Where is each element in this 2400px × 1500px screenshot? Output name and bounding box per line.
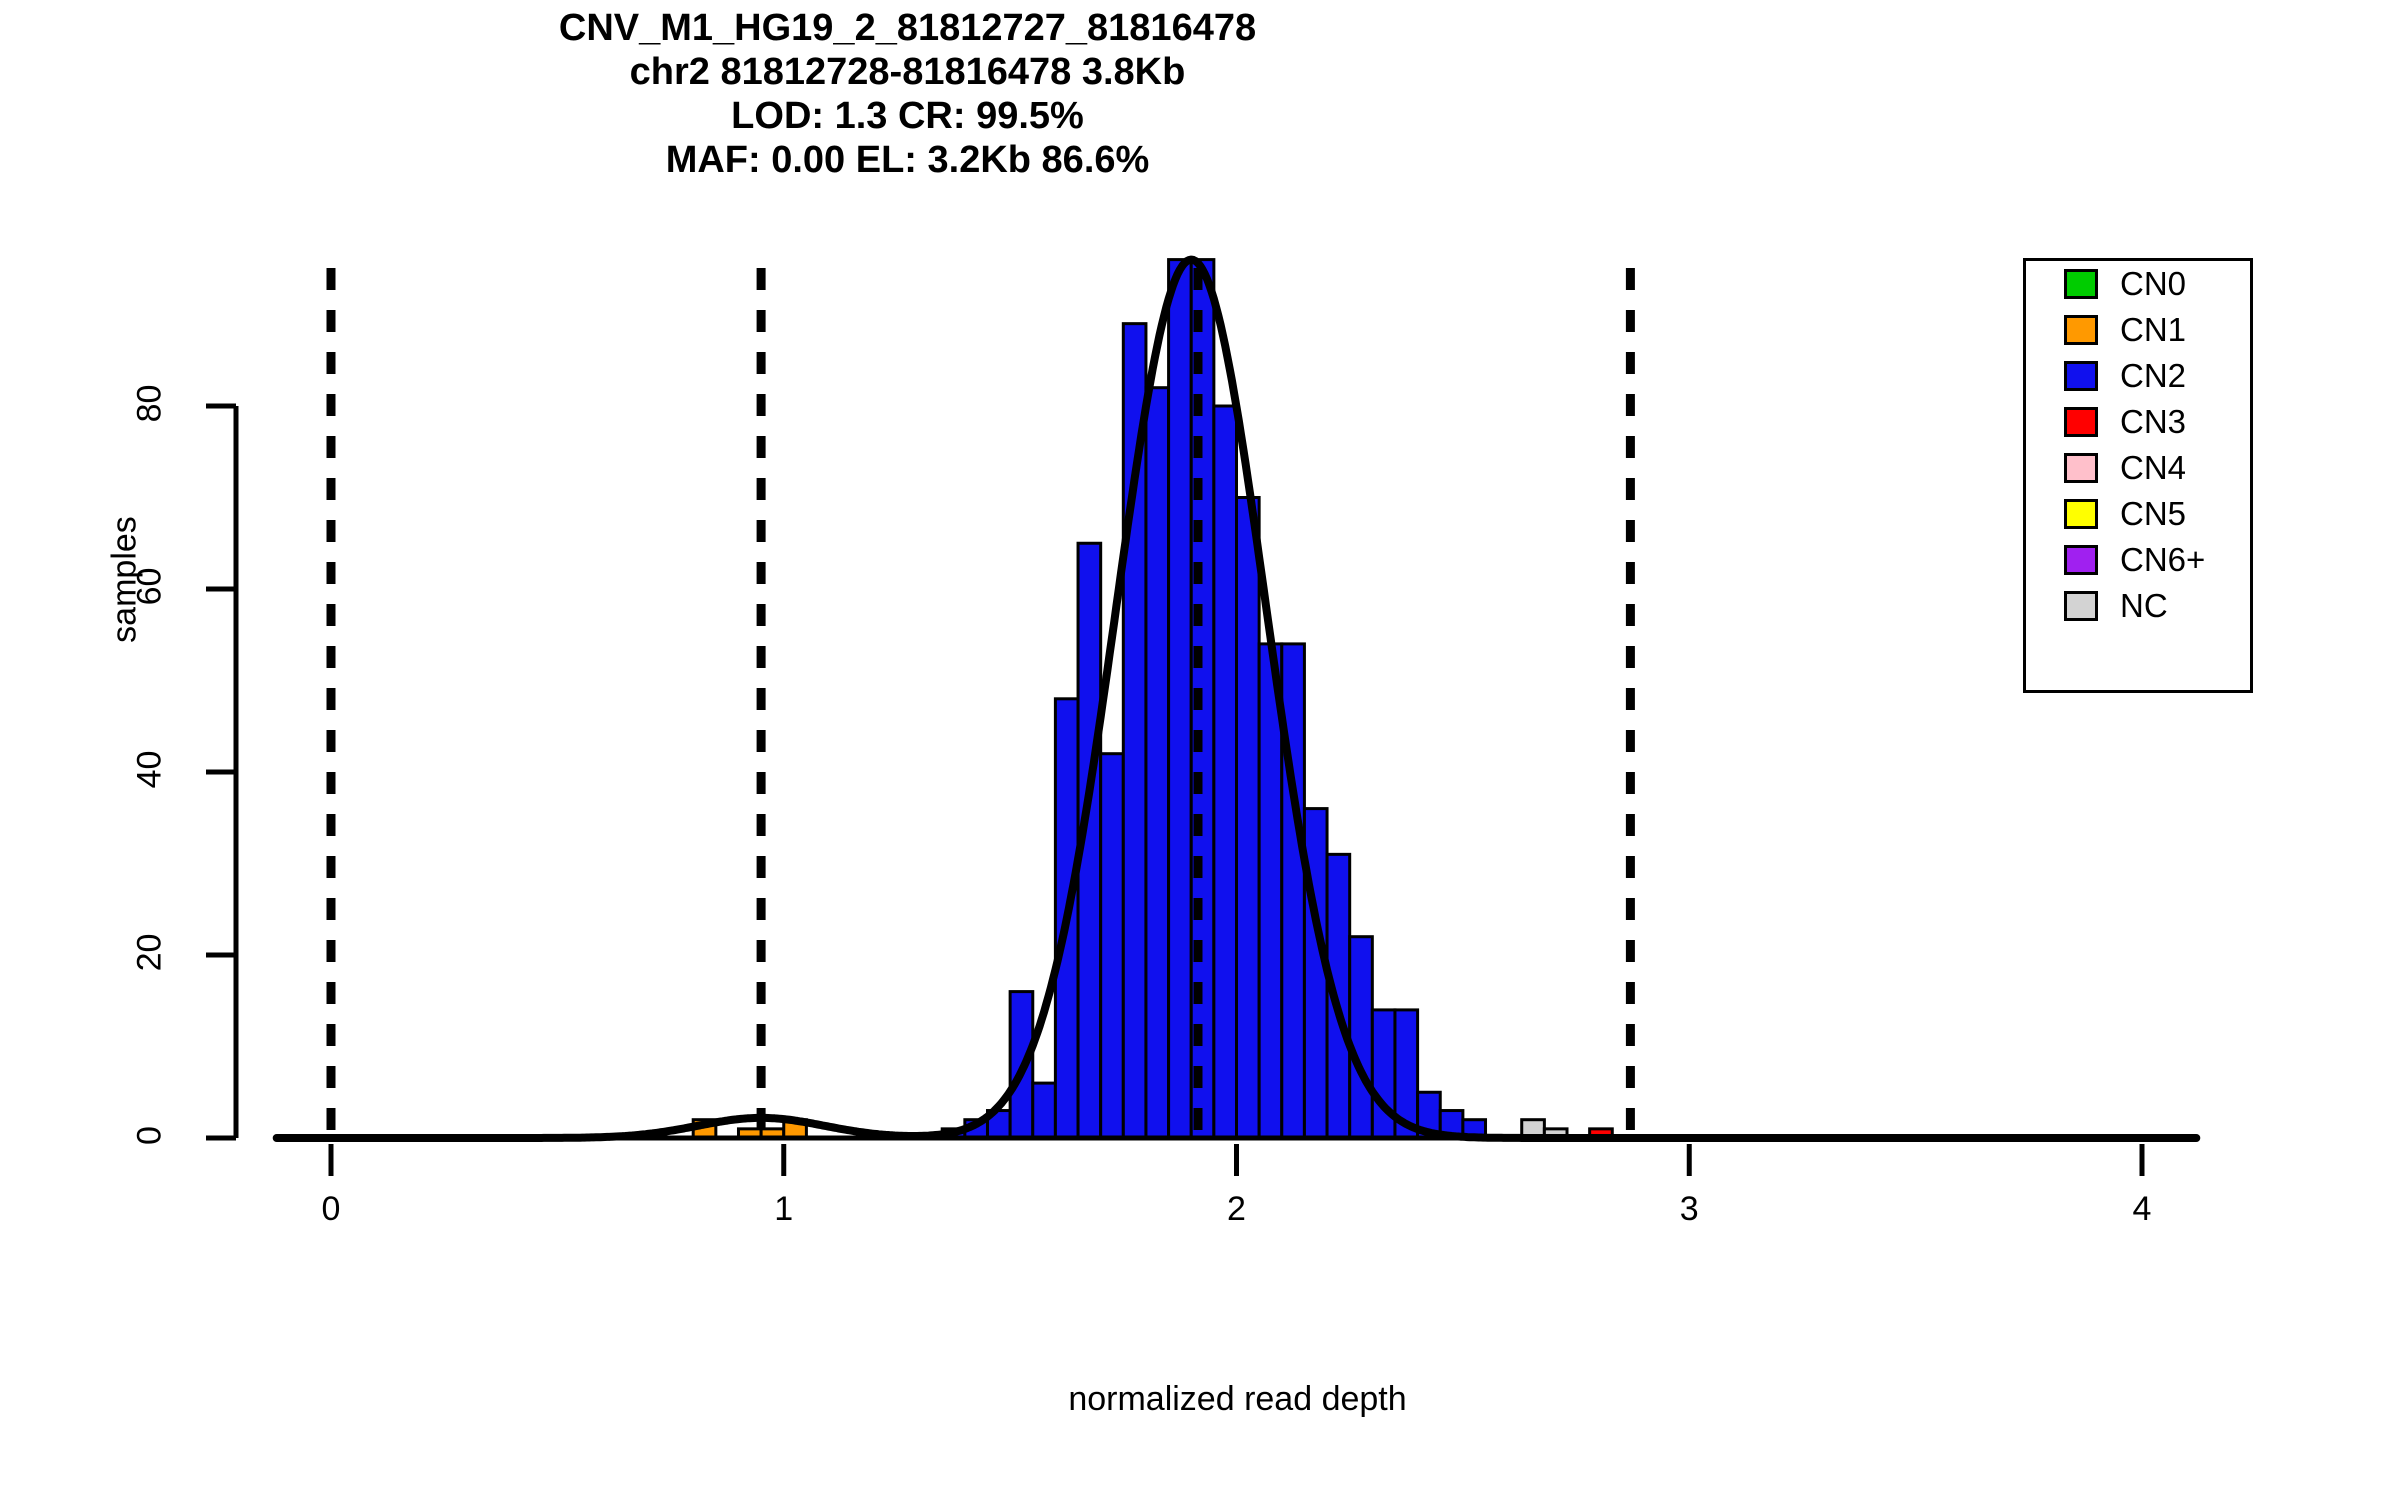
legend-label: NC: [2120, 587, 2168, 624]
x-tick-label: 0: [321, 1190, 341, 1228]
legend-label: CN1: [2120, 311, 2187, 348]
legend-item-nc[interactable]: NC: [2026, 583, 2250, 629]
legend-swatch-icon: [2064, 453, 2098, 483]
legend-swatch-icon: [2064, 361, 2098, 391]
plot-title: CNV_M1_HG19_2_81812727_81816478 chr2 818…: [0, 6, 1815, 182]
histogram-bar: [1099, 752, 1125, 1140]
histogram-bar: [1144, 386, 1171, 1140]
histogram-bar: [1167, 258, 1193, 1140]
y-tick-label: 40: [130, 750, 169, 789]
x-tick-label: 2: [1227, 1190, 1246, 1228]
title-line-3: LOD: 1.3 CR: 99.5%: [731, 95, 1084, 137]
legend-swatch-icon: [2064, 545, 2098, 575]
legend-label: CN6+: [2120, 541, 2206, 578]
histogram-bar: [1031, 1081, 1057, 1140]
y-tick-label: 0: [130, 1126, 169, 1145]
legend-item-cn1[interactable]: CN1: [2026, 307, 2250, 353]
legend-item-cn6plus[interactable]: CN6+: [2026, 537, 2250, 583]
y-tick-label: 80: [130, 384, 169, 423]
legend-box: CN0 CN1 CN2 CN3 CN4 CN5 CN6+ NC: [2023, 258, 2253, 693]
legend-item-cn4[interactable]: CN4: [2026, 445, 2250, 491]
legend-label: CN5: [2120, 495, 2187, 532]
legend-label: CN3: [2120, 403, 2187, 440]
x-tick-label: 4: [2132, 1190, 2152, 1228]
legend-swatch-icon: [2064, 499, 2098, 529]
title-line-4: MAF: 0.00 EL: 3.2Kb 86.6%: [665, 139, 1150, 181]
legend-label: CN4: [2120, 449, 2187, 486]
legend-swatch-icon: [2064, 269, 2098, 299]
x-tick-label: 1: [774, 1190, 794, 1228]
legend-label: CN0: [2120, 265, 2187, 302]
legend-item-cn3[interactable]: CN3: [2026, 399, 2250, 445]
histogram-bar: [1348, 935, 1374, 1140]
legend-item-cn2[interactable]: CN2: [2026, 353, 2250, 399]
legend-item-cn0[interactable]: CN0: [2026, 261, 2250, 307]
legend-swatch-icon: [2064, 591, 2098, 621]
legend-item-cn5[interactable]: CN5: [2026, 491, 2250, 537]
histogram-bar: [1212, 404, 1238, 1140]
legend-swatch-icon: [2064, 315, 2098, 345]
histogram-bar: [1235, 496, 1261, 1140]
x-axis-label: normalized read depth: [1068, 1380, 1407, 1418]
title-line-2: chr2 81812728-81816478 3.8Kb: [629, 51, 1186, 93]
title-line-1: CNV_M1_HG19_2_81812727_81816478: [558, 7, 1257, 49]
legend-swatch-icon: [2064, 407, 2098, 437]
x-tick-label: 3: [1679, 1190, 1699, 1228]
y-tick-label: 20: [130, 933, 169, 972]
legend-label: CN2: [2120, 357, 2187, 394]
y-tick-label: 60: [130, 567, 169, 606]
